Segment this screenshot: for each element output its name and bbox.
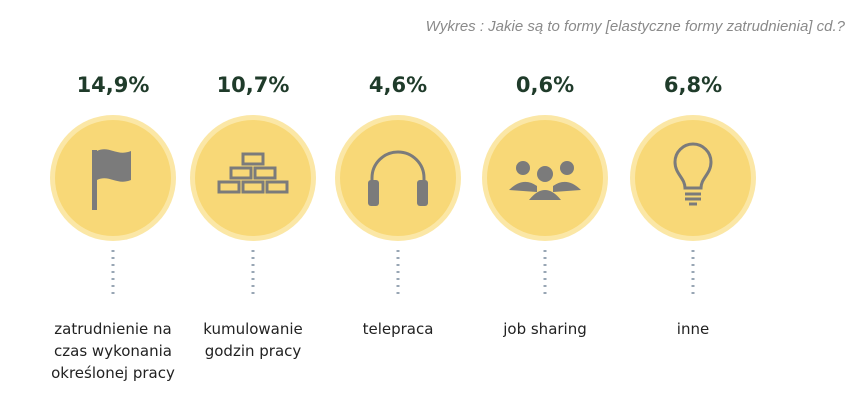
category-label: telepraca [362,320,434,338]
icon [368,150,428,206]
value-label: 6,8% [664,73,722,97]
icon [673,142,713,206]
icon-circle-inner [635,120,751,236]
icon [92,149,131,210]
value-label: 0,6% [516,73,574,97]
value-label: 10,7% [217,73,290,97]
icon-circle-inner [195,120,311,236]
value-label: 14,9% [77,73,150,97]
icon-circle-inner [340,120,456,236]
icon [509,161,581,200]
category-label: inne [676,320,710,338]
value-label: 4,6% [369,73,427,97]
category-label: job sharing [503,320,587,338]
chart-title: Wykres : Jakie są to formy [elastyczne f… [425,18,845,35]
icon [217,152,289,194]
category-label: zatrudnienie na czas wykonania określone… [51,320,175,382]
category-label: kumulowanie godzin pracy [203,320,303,360]
